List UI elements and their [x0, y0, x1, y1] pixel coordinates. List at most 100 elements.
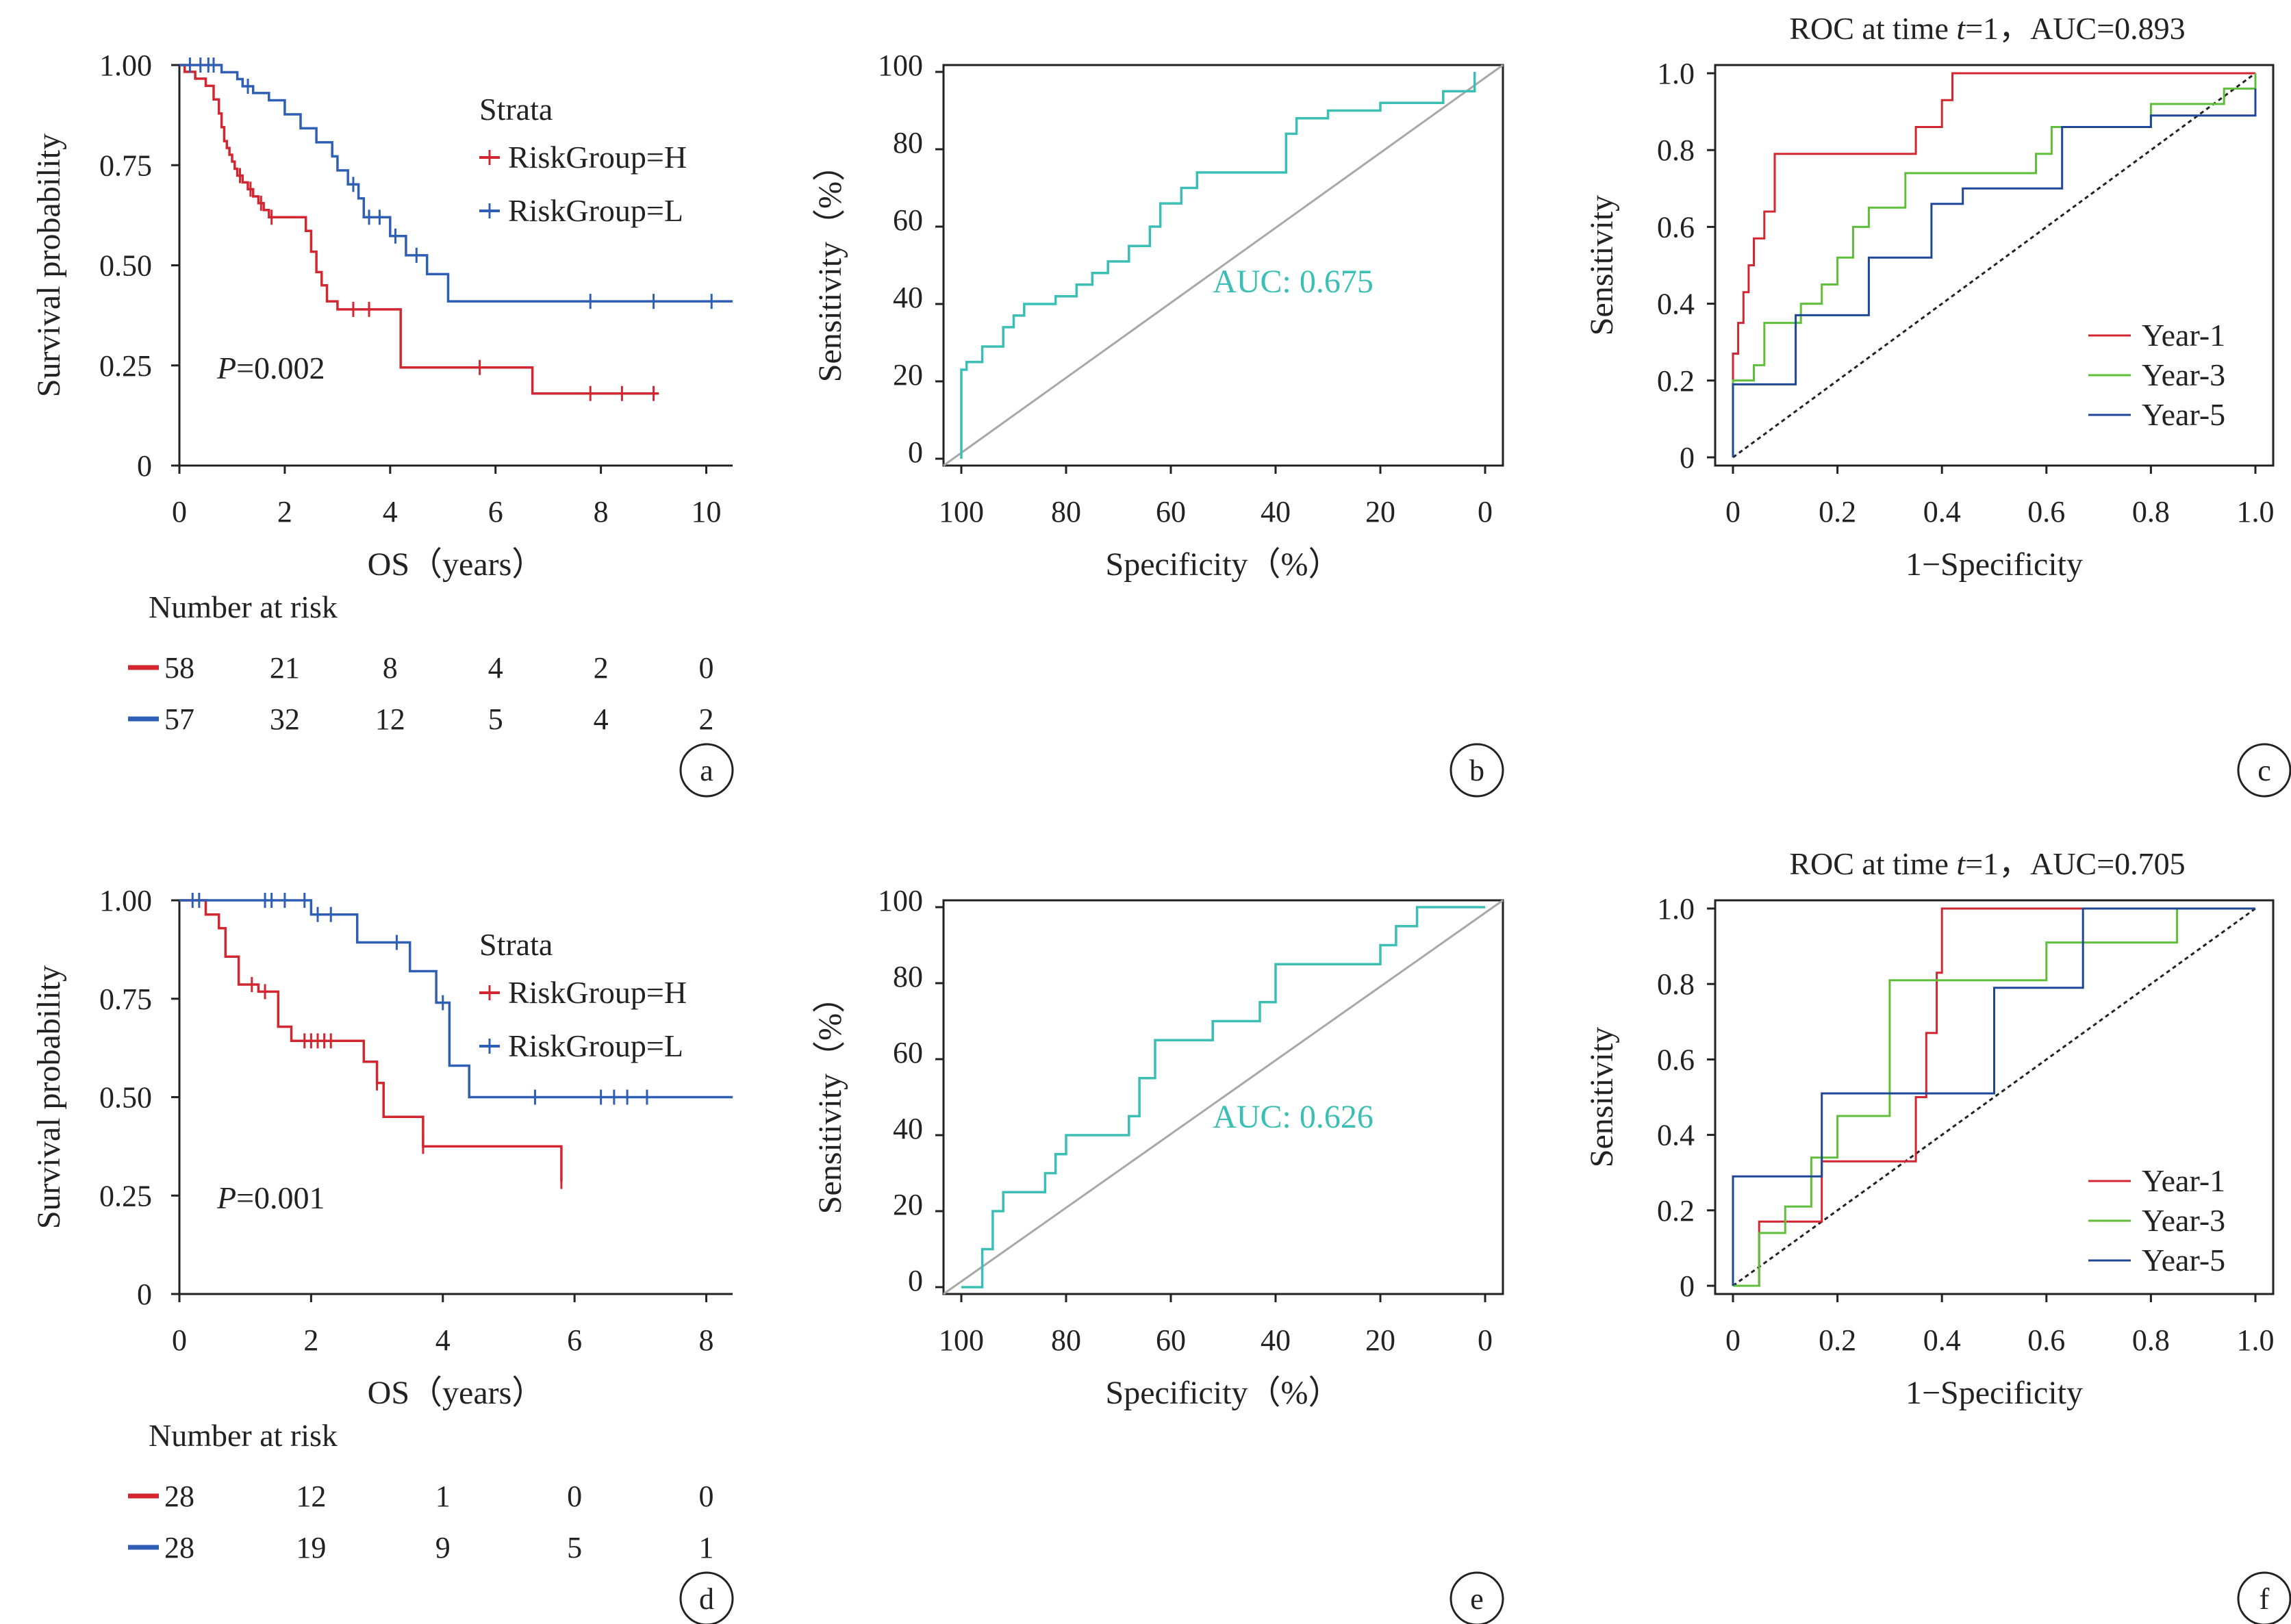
x-tick-label: 4	[435, 1323, 451, 1357]
legend-title: Strata	[479, 92, 553, 127]
y-tick-label: 20	[893, 1188, 923, 1221]
x-tick-label: 1.0	[2237, 1323, 2275, 1357]
y-tick-label: 0.50	[99, 1081, 152, 1115]
y-tick-label: 0	[908, 435, 923, 469]
x-tick-label: 60	[1156, 1323, 1186, 1357]
y-tick-label: 0.50	[99, 249, 152, 283]
roc-curve-Year-1	[1733, 907, 2255, 1287]
risk-count: 2	[699, 702, 714, 736]
x-tick-label: 4	[383, 495, 398, 529]
troc-panel-f: 0 0.2 0.4 0.6 0.8 1.0 0 0.2 0.4 0.6 0.8 1.0 1−Specif…	[1584, 846, 2275, 1411]
panel-label-circle	[2237, 1571, 2291, 1624]
x-axis-title: OS（years）	[368, 546, 545, 583]
x-tick-label: 6	[488, 495, 503, 529]
roc-curve	[961, 906, 1485, 1289]
legend-entry: Year-5	[2142, 1243, 2225, 1278]
y-tick-label: 60	[893, 203, 923, 237]
panel-label: d	[699, 1582, 714, 1616]
y-axis-title: Survival probability	[31, 965, 67, 1229]
x-axis-title: 1−Specificity	[1906, 546, 2083, 583]
y-tick-label: 0.25	[99, 349, 152, 383]
x-axis-title: Specificity（%）	[1106, 546, 1341, 583]
risk-count: 1	[699, 1531, 714, 1564]
risk-count: 57	[164, 702, 194, 736]
x-tick-label: 1.0	[2237, 495, 2275, 529]
legend-entry: Year-3	[2142, 1203, 2225, 1238]
risk-count: 58	[164, 651, 194, 685]
y-tick-label: 0	[908, 1264, 923, 1297]
y-tick-label: 0.75	[99, 982, 152, 1016]
x-tick-label: 20	[1365, 1323, 1395, 1357]
panel-label-circle	[1450, 1571, 1504, 1624]
risk-table-title: Number at risk	[149, 589, 338, 624]
y-axis-title: Sensitivity（%）	[812, 149, 848, 382]
chart-title: ROC at time t=1，AUC=0.705	[1789, 846, 2185, 881]
risk-count: 9	[435, 1531, 451, 1564]
y-axis-title: Sensitivity（%）	[812, 980, 848, 1214]
km-panel-a: 0 0.25 0.50 0.75 1.00 0 2 4 6 8 10 OS（years） Surviva…	[31, 49, 733, 736]
legend-entry: Year-3	[2142, 357, 2225, 392]
x-tick-label: 0.8	[2132, 495, 2170, 529]
km-curve-RiskGroup=H	[179, 899, 563, 1182]
x-tick-label: 0	[1725, 1323, 1741, 1357]
x-axis-title: OS（years）	[368, 1375, 545, 1411]
risk-count: 2	[594, 651, 609, 685]
roc-curve-Year-1	[1732, 72, 2255, 457]
plot-frame	[1714, 899, 2275, 1295]
risk-count: 19	[296, 1531, 326, 1564]
y-axis-title: Sensitivity	[1584, 195, 1620, 335]
roc-curve	[960, 72, 1476, 459]
legend-entry: RiskGroup=H	[508, 975, 687, 1010]
plot-frame	[942, 64, 1504, 467]
y-tick-label: 80	[893, 126, 923, 160]
legend-entry: RiskGroup=L	[508, 1028, 683, 1063]
y-tick-label: 0.4	[1657, 288, 1695, 321]
y-tick-label: 0.6	[1657, 210, 1695, 244]
x-tick-label: 0	[172, 495, 187, 529]
y-tick-label: 0.25	[99, 1179, 152, 1213]
panel-label: e	[1470, 1582, 1484, 1616]
plot-frame	[1714, 64, 2275, 467]
roc-panel-b: 0 20 40 60 80 100 100 80 60 40 20 0 Specificity（%） Se…	[812, 49, 1504, 583]
y-tick-label: 0	[137, 449, 152, 483]
panel-label-circle	[679, 743, 734, 798]
x-tick-label: 100	[939, 1323, 984, 1357]
reference-diagonal	[943, 64, 1504, 467]
chart-title: ROC at time t=1，AUC=0.893	[1789, 11, 2185, 46]
risk-count: 28	[164, 1480, 194, 1513]
x-tick-label: 0	[1478, 495, 1493, 529]
risk-count: 0	[567, 1480, 582, 1513]
risk-count: 28	[164, 1531, 194, 1564]
y-tick-label: 0.4	[1657, 1119, 1695, 1152]
risk-table-title: Number at risk	[149, 1418, 338, 1453]
panel-label-circle	[2237, 743, 2291, 798]
p-value: P=0.001	[216, 1180, 325, 1215]
legend-entry: Year-1	[2142, 1163, 2225, 1198]
risk-count: 1	[435, 1480, 451, 1513]
reference-diagonal	[1732, 907, 2256, 1287]
x-tick-label: 2	[277, 495, 292, 529]
y-tick-label: 80	[893, 960, 923, 993]
y-tick-label: 1.00	[99, 49, 152, 82]
legend-entry: RiskGroup=H	[508, 140, 687, 175]
panel-label: f	[2260, 1582, 2270, 1616]
y-axis-title: Sensitivity	[1584, 1027, 1620, 1167]
x-axis-title: 1−Specificity	[1906, 1375, 2083, 1411]
y-tick-label: 1.0	[1657, 892, 1695, 926]
troc-panel-c: 0 0.2 0.4 0.6 0.8 1.0 0 0.2 0.4 0.6 0.8 1.0 1−Specif…	[1584, 11, 2275, 583]
y-tick-label: 40	[893, 1112, 923, 1145]
panel-label-circle	[1450, 743, 1504, 798]
x-tick-label: 0.6	[2027, 1323, 2065, 1357]
y-tick-label: 20	[893, 358, 923, 392]
x-tick-label: 0.2	[1819, 1323, 1856, 1357]
auc-label: AUC: 0.675	[1213, 264, 1374, 300]
y-tick-label: 1.0	[1657, 57, 1695, 90]
y-tick-label: 0	[1680, 1269, 1695, 1303]
roc-curve-Year-5	[1732, 88, 2257, 457]
y-tick-label: 0.2	[1657, 1194, 1695, 1228]
risk-count: 8	[383, 651, 398, 685]
risk-count: 4	[594, 702, 609, 736]
x-tick-label: 0.2	[1819, 495, 1856, 529]
legend-title: Strata	[479, 927, 553, 962]
x-tick-label: 0.6	[2027, 495, 2065, 529]
